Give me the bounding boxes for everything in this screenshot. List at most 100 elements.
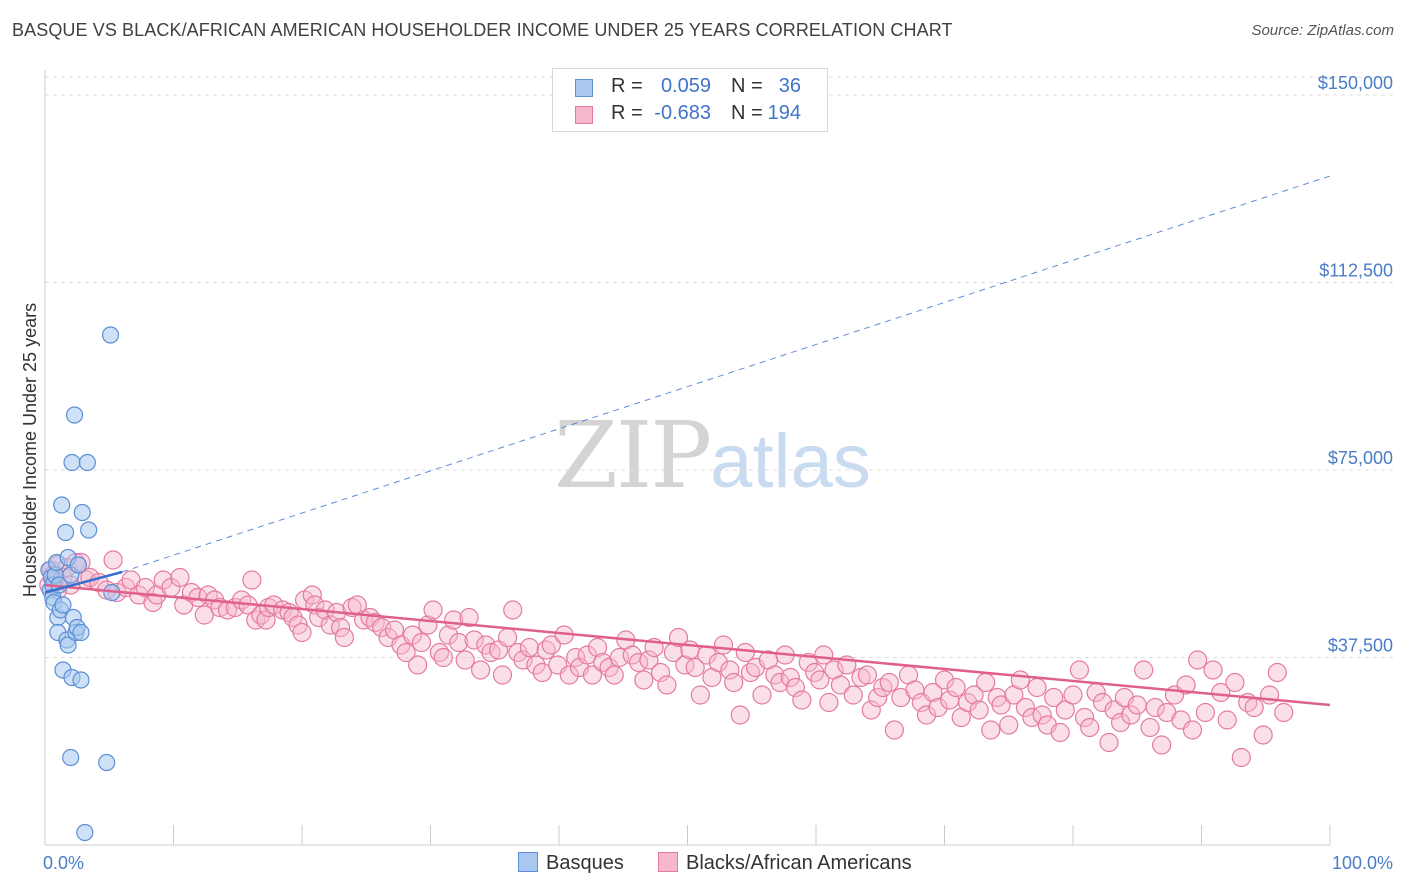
blacks-point bbox=[958, 692, 978, 713]
basques-point bbox=[72, 671, 90, 689]
blacks-point bbox=[1092, 692, 1113, 713]
x-tick-label: 0.0% bbox=[43, 853, 84, 873]
blacks-point bbox=[513, 650, 533, 670]
blacks-point bbox=[843, 685, 863, 705]
blacks-point bbox=[365, 612, 385, 633]
basques-point bbox=[76, 823, 94, 842]
basques-point bbox=[98, 753, 116, 772]
blacks-point bbox=[433, 647, 453, 668]
blacks-point bbox=[720, 660, 740, 680]
basques-trend-extension bbox=[121, 175, 1331, 573]
blacks-point bbox=[923, 682, 943, 703]
blacks-point bbox=[724, 672, 744, 693]
blacks-point bbox=[1145, 697, 1165, 718]
blacks-point bbox=[1244, 697, 1264, 718]
basques-point bbox=[69, 556, 88, 574]
blacks-point bbox=[1121, 705, 1141, 725]
legend: R = 0.059 N = 36 R = -0.683 N = 194 bbox=[552, 68, 828, 132]
blacks-point bbox=[1069, 660, 1090, 680]
blacks-point bbox=[1253, 725, 1273, 745]
blacks-point bbox=[713, 635, 734, 655]
legend-n-label: N = bbox=[731, 102, 763, 124]
blacks-point bbox=[708, 652, 728, 673]
blacks-point bbox=[785, 677, 806, 698]
basques-point bbox=[54, 596, 72, 614]
legend-n-label: N = bbox=[731, 75, 763, 97]
trend-lines bbox=[44, 570, 1331, 707]
y-tick-label: $75,000 bbox=[1328, 448, 1393, 468]
blacks-point bbox=[582, 665, 603, 685]
blacks-point bbox=[519, 637, 540, 658]
blacks-point bbox=[1050, 722, 1070, 743]
blacks-point bbox=[976, 672, 996, 693]
blacks-point bbox=[559, 665, 579, 685]
blacks-point bbox=[981, 720, 1001, 740]
blacks-point bbox=[503, 600, 523, 620]
blacks-point bbox=[481, 642, 501, 663]
axes bbox=[44, 70, 1331, 846]
blacks-point bbox=[541, 635, 561, 655]
blacks-point bbox=[411, 632, 432, 653]
blacks-point bbox=[492, 665, 513, 685]
blacks-point bbox=[309, 607, 329, 628]
bottom-legend-basques: Basques bbox=[518, 852, 624, 875]
blacks-point bbox=[1063, 685, 1083, 705]
blacks-point bbox=[1074, 707, 1095, 728]
blacks-point bbox=[991, 695, 1011, 715]
blacks-point bbox=[1176, 675, 1196, 695]
legend-r-label: R = bbox=[611, 102, 643, 124]
blacks-point bbox=[690, 685, 710, 705]
blacks-point bbox=[868, 687, 888, 708]
blacks-point bbox=[334, 627, 355, 648]
blacks-point bbox=[1080, 717, 1100, 738]
blacks-point bbox=[526, 655, 546, 675]
watermark: ZIPatlas bbox=[554, 402, 871, 509]
blacks-point bbox=[1195, 702, 1215, 723]
legend-row-blacks: R = -0.683 N = 194 bbox=[553, 102, 827, 128]
blacks-point bbox=[449, 632, 469, 653]
basques-swatch bbox=[575, 79, 593, 97]
blacks-point bbox=[604, 665, 624, 685]
blacks-point bbox=[657, 675, 677, 695]
legend-r-value: 0.059 bbox=[660, 75, 711, 97]
basques-legend-swatch bbox=[518, 852, 538, 872]
legend-r-value: -0.683 bbox=[654, 102, 711, 124]
blacks-point bbox=[408, 655, 428, 675]
chart-title: BASQUE VS BLACK/AFRICAN AMERICAN HOUSEHO… bbox=[12, 20, 953, 40]
basques-trend-dashed bbox=[121, 175, 1331, 573]
blacks-legend-swatch bbox=[658, 852, 678, 872]
y-axis-label: Householder Income Under 25 years bbox=[20, 303, 40, 597]
blacks-point bbox=[1211, 682, 1231, 703]
bottom-legend-blacks: Blacks/African Americans bbox=[658, 852, 912, 875]
blacks-point bbox=[1055, 700, 1075, 720]
blacks-point bbox=[170, 567, 190, 588]
blacks-point bbox=[946, 677, 966, 698]
blacks-point bbox=[1231, 747, 1251, 768]
blacks-point bbox=[1140, 717, 1160, 738]
blacks-point bbox=[153, 570, 173, 590]
blacks-point bbox=[770, 672, 790, 693]
blacks-point bbox=[969, 700, 989, 720]
blacks-point bbox=[810, 670, 830, 690]
blacks-point bbox=[1203, 660, 1223, 680]
blacks-point bbox=[1099, 732, 1119, 753]
basques-point bbox=[62, 748, 80, 767]
basques-point bbox=[65, 406, 84, 424]
blacks-point bbox=[459, 607, 479, 628]
basques-point bbox=[80, 521, 98, 539]
x-tick-label: 100.0% bbox=[1332, 853, 1393, 873]
blacks-point bbox=[566, 647, 586, 668]
blacks-point bbox=[861, 700, 881, 720]
blacks-point bbox=[730, 705, 750, 725]
blacks-point bbox=[1015, 697, 1036, 718]
blacks-point bbox=[1260, 685, 1280, 705]
blacks-point bbox=[1134, 660, 1154, 680]
blacks-point bbox=[752, 685, 772, 705]
blacks-point bbox=[194, 605, 214, 625]
blacks-point bbox=[964, 685, 984, 705]
blacks-point bbox=[396, 642, 416, 663]
blacks-point bbox=[1217, 710, 1237, 730]
blacks-point bbox=[735, 642, 755, 663]
source-credit: Source: ZipAtlas.com bbox=[1251, 22, 1394, 39]
